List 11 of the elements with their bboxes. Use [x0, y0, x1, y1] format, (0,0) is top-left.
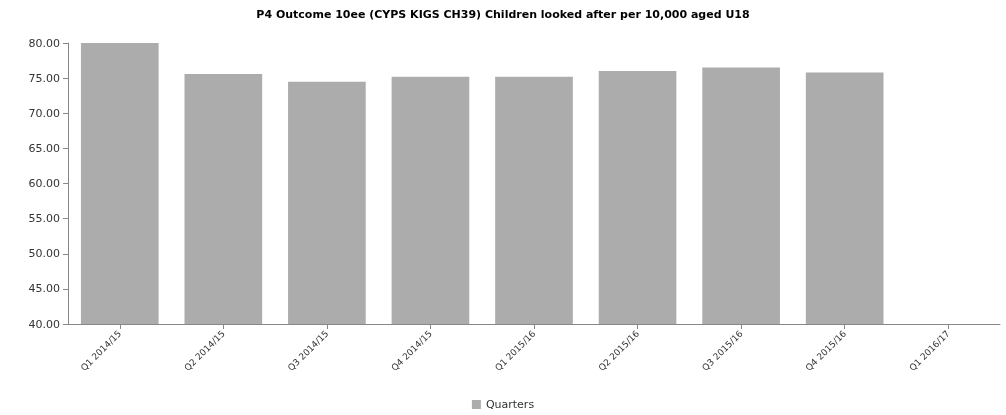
- y-tick-label: 50.00: [28, 247, 60, 261]
- y-tick-label: 75.00: [28, 71, 60, 85]
- chart-title: P4 Outcome 10ee (CYPS KIGS CH39) Children looked after per 10,000 aged U18: [256, 8, 750, 21]
- y-tick-label: 60.00: [28, 177, 60, 190]
- y-tick-label: 65.00: [28, 141, 60, 155]
- y-tick-label: 70.00: [28, 106, 60, 120]
- y-tick-label: 40.00: [28, 317, 60, 331]
- y-tick-label: 80.00: [28, 36, 60, 50]
- legend-label: Quarters: [485, 398, 535, 411]
- y-tick-label: 45.00: [28, 282, 60, 296]
- y-tick-label: 55.00: [28, 212, 60, 226]
